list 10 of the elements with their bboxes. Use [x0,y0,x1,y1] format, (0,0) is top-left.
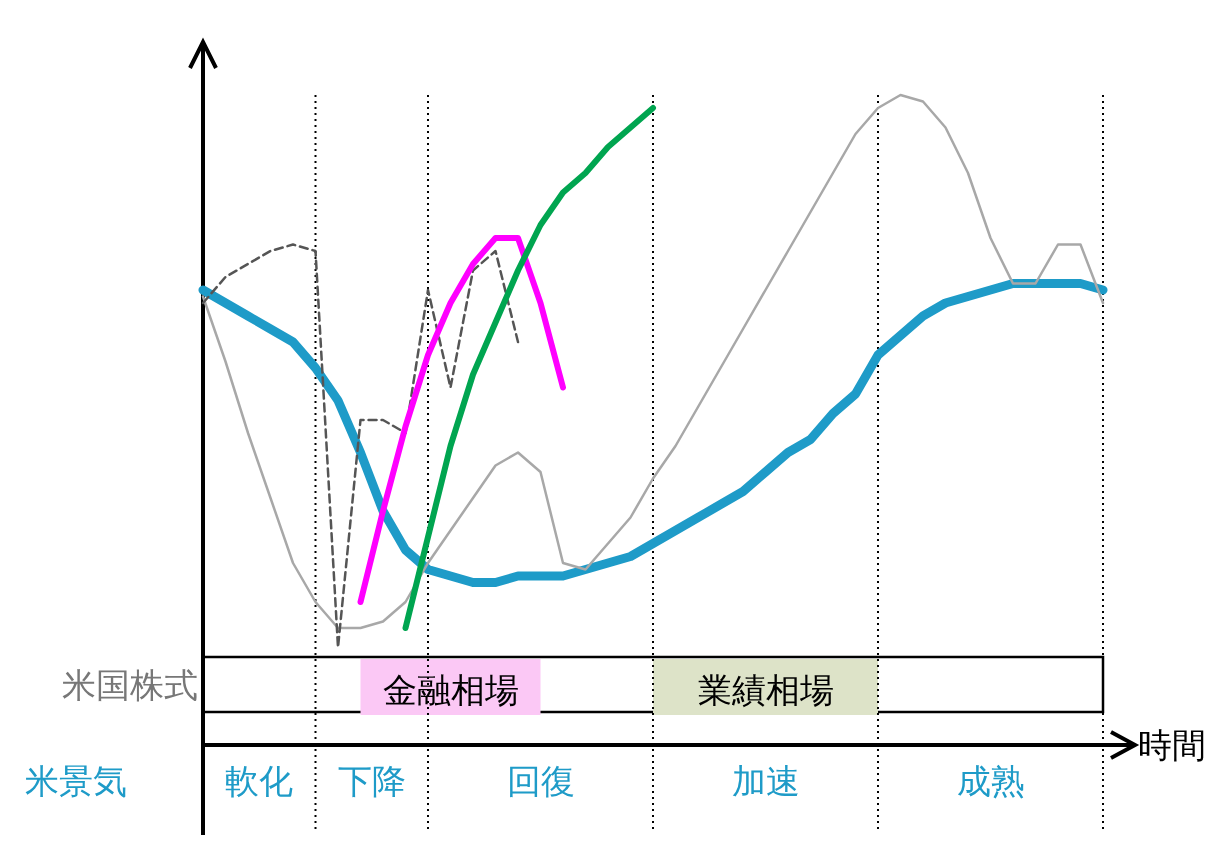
annotation: 業績相場 [697,670,834,710]
text: 加速 [731,761,800,801]
annotation: 金融相場 [382,670,519,710]
text: 米国株式 [62,665,198,705]
text: 成熟 [956,761,1025,801]
text: 軟化 [225,761,294,801]
text: 米景気 [25,761,127,801]
text: 下降 [337,761,406,801]
x-axis-title: 時間 [1138,725,1206,765]
text: 回復 [506,761,575,801]
